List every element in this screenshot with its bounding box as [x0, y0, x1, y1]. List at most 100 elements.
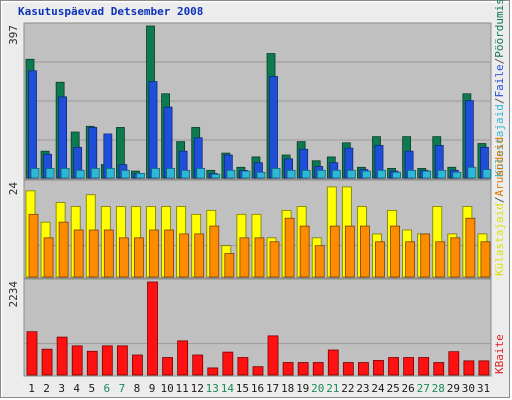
legend-separator: /	[493, 98, 506, 105]
bar-visitors	[241, 170, 251, 179]
day-2-bars	[41, 348, 53, 376]
bar-reports	[28, 213, 39, 278]
bar-kbytes	[237, 357, 249, 376]
bar-kbytes	[373, 360, 384, 376]
bar-reports	[118, 237, 129, 278]
day-27-bars	[417, 168, 432, 179]
day-29-bars	[448, 351, 460, 376]
bar-kbytes	[116, 345, 128, 376]
day-27-bars	[417, 233, 431, 278]
day-12-bars	[191, 213, 205, 278]
day-30-bars	[462, 206, 476, 278]
chart-title: Kasutuspäevad Detsember 2008	[18, 5, 204, 18]
bar-reports	[360, 225, 370, 278]
bar-visitors	[392, 171, 401, 179]
bar-kbytes	[41, 348, 53, 376]
day-30-bars	[462, 93, 477, 179]
x-tick-label: 8	[134, 382, 141, 395]
day-1-bars	[25, 190, 39, 278]
day-13-bars	[206, 210, 220, 278]
bar-reports	[390, 225, 400, 278]
bar-kbytes	[342, 362, 354, 376]
day-22-bars	[341, 142, 356, 179]
bar-kbytes	[282, 362, 294, 376]
bar-reports	[149, 229, 159, 278]
bar-visitors	[105, 168, 115, 179]
bar-kbytes	[403, 357, 415, 376]
x-tick-label: 14	[221, 382, 235, 395]
day-6-bars	[101, 345, 113, 376]
bar-reports	[254, 237, 265, 278]
bar-files	[163, 106, 173, 179]
bar-reports	[284, 217, 295, 278]
x-tick-label: 23	[356, 382, 369, 395]
bar-kbytes	[267, 335, 279, 376]
day-4-bars	[70, 206, 84, 278]
bar-visitors	[45, 168, 55, 179]
bar-files	[58, 96, 68, 179]
bar-visitors	[422, 170, 432, 179]
bar-reports	[314, 245, 325, 278]
bar-kbytes	[162, 357, 173, 376]
bar-visitors	[226, 169, 236, 179]
day-18-bars	[281, 210, 295, 278]
bar-kbytes	[388, 357, 399, 376]
day-17-bars	[267, 335, 279, 376]
bar-visitors	[120, 169, 130, 179]
day-9-bars	[147, 281, 158, 376]
bar-visitors	[437, 169, 447, 179]
x-tick-label: 28	[432, 382, 445, 395]
x-tick-label: 7	[119, 382, 126, 395]
x-tick-label: 31	[477, 382, 490, 395]
bar-visitors	[90, 168, 100, 179]
bar-visitors	[331, 169, 341, 179]
day-25-bars	[387, 210, 400, 278]
bar-reports	[103, 229, 114, 278]
day-5-bars	[86, 350, 98, 376]
legend-label: KBaite	[493, 334, 506, 374]
day-29-bars	[447, 166, 462, 179]
day-14-bars	[221, 152, 236, 179]
bar-visitors	[467, 166, 477, 179]
bar-reports	[239, 237, 250, 278]
day-20-bars	[311, 237, 325, 278]
bar-kbytes	[147, 281, 158, 376]
day-22-bars	[342, 362, 354, 376]
bar-kbytes	[358, 362, 369, 376]
x-tick-label: 26	[402, 382, 415, 395]
bar-visitors	[316, 169, 326, 179]
x-tick-label: 20	[311, 382, 324, 395]
bar-reports	[164, 229, 174, 278]
y-max-label: 24	[7, 182, 20, 196]
bar-reports	[299, 225, 310, 278]
x-tick-label: 15	[236, 382, 249, 395]
bar-reports	[58, 221, 69, 278]
day-18-bars	[282, 362, 294, 376]
legend-label: Pöördumisi	[493, 0, 506, 58]
bar-visitors	[60, 168, 70, 179]
bar-reports	[194, 233, 205, 278]
x-tick-label: 4	[73, 382, 80, 395]
day-12-bars	[191, 127, 206, 179]
day-11-bars	[176, 141, 191, 179]
day-31-bars	[477, 233, 491, 278]
y-max-label: 2234	[7, 281, 20, 308]
bar-reports	[420, 233, 431, 278]
x-tick-label: 25	[386, 382, 399, 395]
bar-reports	[375, 241, 385, 278]
bar-kbytes	[207, 367, 219, 376]
bar-visitors	[482, 169, 492, 179]
day-15-bars	[236, 213, 250, 278]
bar-reports	[435, 241, 446, 278]
x-tick-label: 21	[326, 382, 339, 395]
x-tick-label: 5	[88, 382, 95, 395]
day-28-bars	[432, 136, 447, 179]
day-10-bars	[161, 206, 174, 278]
day-4-bars	[71, 345, 83, 376]
bar-reports	[329, 225, 340, 278]
x-tick-label: 24	[371, 382, 385, 395]
x-tick-label: 22	[341, 382, 354, 395]
day-9-bars	[146, 206, 159, 278]
x-tick-label: 10	[160, 382, 173, 395]
x-tick-label: 9	[149, 382, 156, 395]
